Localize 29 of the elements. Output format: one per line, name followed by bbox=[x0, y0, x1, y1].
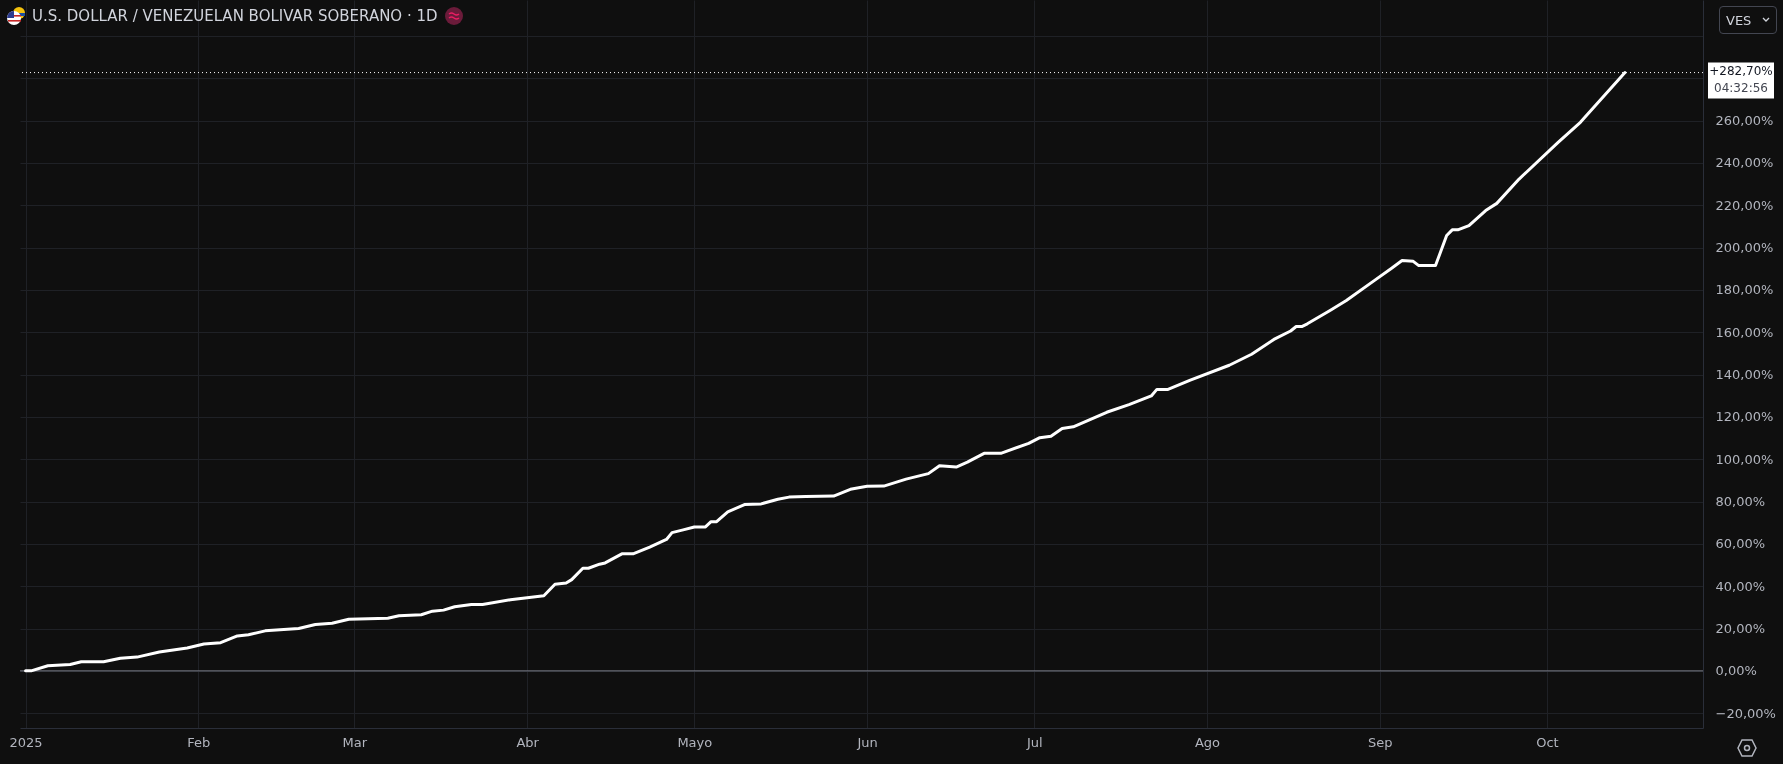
x-tick-label: Mayo bbox=[677, 734, 713, 750]
y-tick-label: 140,00% bbox=[1715, 367, 1774, 383]
y-tick-label: 0,00% bbox=[1715, 663, 1757, 679]
x-tick-label: Sep bbox=[1368, 734, 1393, 750]
y-tick-label: 40,00% bbox=[1715, 578, 1766, 594]
x-tick-label: Oct bbox=[1536, 734, 1559, 750]
y-tick-label: 20,00% bbox=[1715, 621, 1766, 637]
text: VES bbox=[1726, 12, 1752, 28]
x-tick-label: 2025 bbox=[9, 734, 43, 750]
x-tick-label: Feb bbox=[187, 734, 211, 750]
y-tick-label: 260,00% bbox=[1715, 113, 1774, 129]
x-tick-label: Ago bbox=[1194, 734, 1221, 750]
y-tick-label: −20,00% bbox=[1715, 705, 1776, 721]
y-tick-label: 240,00% bbox=[1715, 155, 1774, 171]
x-tick-label: Jul bbox=[1025, 734, 1043, 750]
y-tick-label: 80,00% bbox=[1715, 494, 1766, 510]
y-tick-label: 220,00% bbox=[1715, 197, 1774, 213]
y-tick-label: 160,00% bbox=[1715, 324, 1774, 340]
y-tick-label: 100,00% bbox=[1715, 451, 1774, 467]
x-tick-label: Abr bbox=[516, 734, 540, 750]
y-tick-label: 180,00% bbox=[1715, 282, 1774, 298]
y-tick-label: 60,00% bbox=[1715, 536, 1766, 552]
x-tick-label: Mar bbox=[342, 734, 368, 750]
text: 04:32:56 bbox=[1714, 80, 1768, 95]
y-tick-label: 200,00% bbox=[1715, 240, 1774, 256]
text: U.S. DOLLAR / VENEZUELAN BOLIVAR SOBERANO · 1D bbox=[32, 7, 438, 25]
x-tick-label: Jun bbox=[856, 734, 878, 750]
ref-line-label: +282,70% bbox=[1709, 63, 1773, 78]
y-tick-label: 120,00% bbox=[1715, 409, 1774, 425]
